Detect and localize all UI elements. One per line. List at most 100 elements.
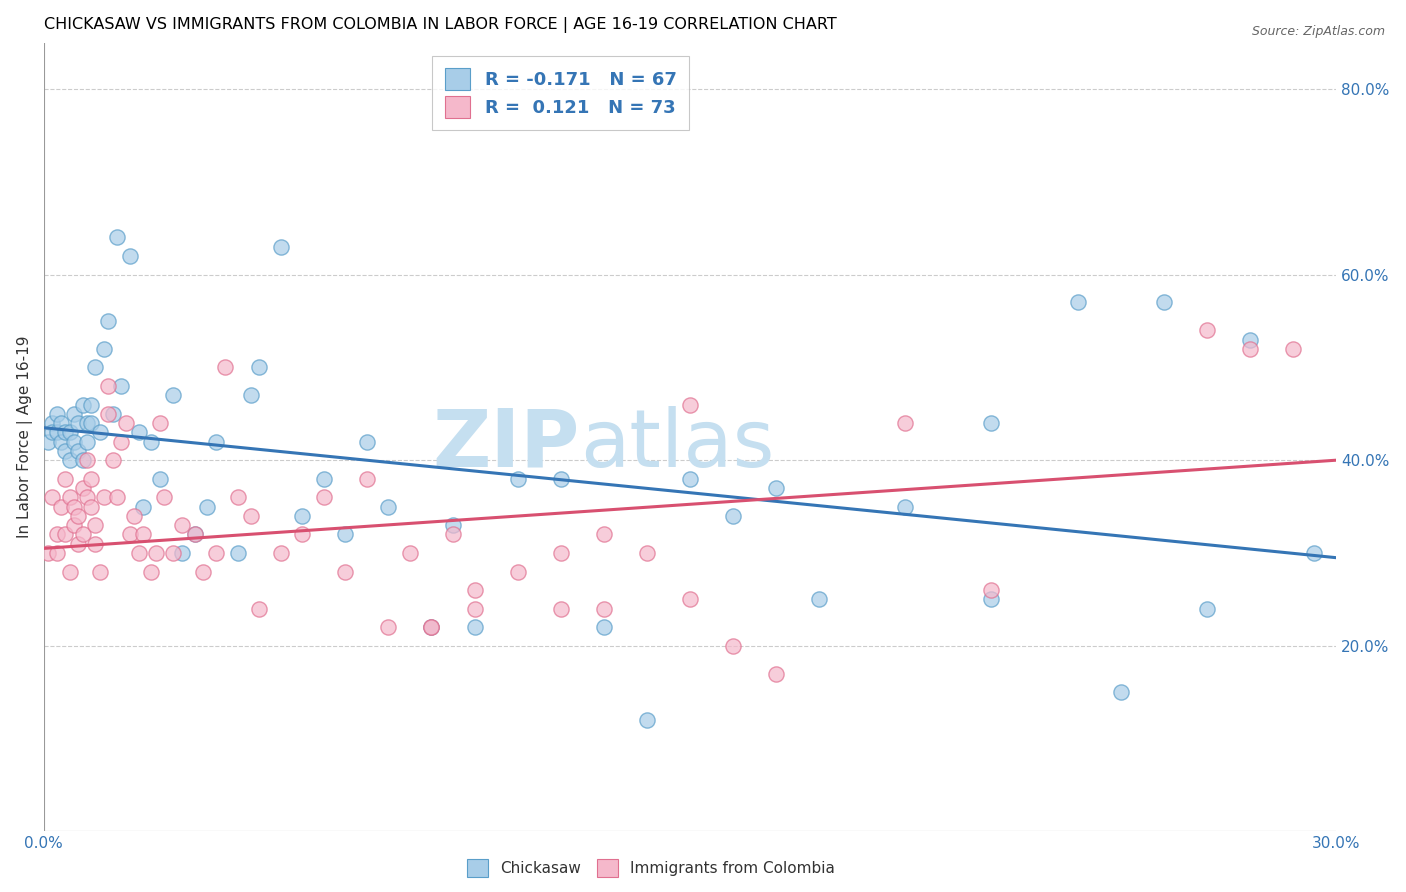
- Point: [72, 481, 94, 495]
- Point: [84, 518, 107, 533]
- Point: [335, 565, 357, 579]
- Point: [89, 425, 111, 440]
- Point: [463, 583, 485, 598]
- Point: [1303, 546, 1326, 560]
- Y-axis label: In Labor Force | Age 16-19: In Labor Force | Age 16-19: [17, 335, 32, 538]
- Point: [110, 379, 132, 393]
- Point: [721, 639, 744, 653]
- Point: [550, 472, 572, 486]
- Point: [636, 713, 658, 727]
- Point: [72, 398, 94, 412]
- Point: [1066, 295, 1088, 310]
- Point: [506, 472, 529, 486]
- Point: [101, 407, 124, 421]
- Point: [980, 592, 1002, 607]
- Point: [97, 314, 120, 328]
- Point: [312, 491, 335, 505]
- Point: [197, 500, 219, 514]
- Point: [67, 537, 90, 551]
- Point: [84, 537, 107, 551]
- Point: [550, 601, 572, 615]
- Point: [239, 508, 262, 523]
- Point: [72, 453, 94, 467]
- Point: [170, 546, 193, 560]
- Point: [679, 592, 702, 607]
- Point: [149, 472, 172, 486]
- Point: [118, 527, 141, 541]
- Text: ZIP: ZIP: [433, 406, 581, 483]
- Point: [162, 546, 184, 560]
- Point: [59, 425, 82, 440]
- Point: [205, 434, 228, 449]
- Point: [420, 620, 443, 634]
- Point: [63, 434, 86, 449]
- Point: [1109, 685, 1132, 699]
- Point: [463, 601, 485, 615]
- Point: [76, 491, 98, 505]
- Point: [132, 527, 155, 541]
- Point: [980, 416, 1002, 430]
- Point: [149, 416, 172, 430]
- Point: [356, 434, 378, 449]
- Point: [226, 546, 249, 560]
- Point: [53, 472, 76, 486]
- Point: [141, 565, 163, 579]
- Point: [41, 425, 63, 440]
- Point: [291, 508, 314, 523]
- Point: [97, 379, 120, 393]
- Point: [312, 472, 335, 486]
- Point: [49, 434, 72, 449]
- Point: [247, 601, 270, 615]
- Text: Source: ZipAtlas.com: Source: ZipAtlas.com: [1251, 25, 1385, 38]
- Point: [45, 546, 67, 560]
- Point: [45, 527, 67, 541]
- Point: [110, 434, 132, 449]
- Point: [420, 620, 443, 634]
- Text: atlas: atlas: [581, 406, 775, 483]
- Point: [721, 508, 744, 523]
- Point: [80, 500, 103, 514]
- Point: [399, 546, 422, 560]
- Point: [592, 527, 614, 541]
- Point: [214, 360, 236, 375]
- Point: [67, 416, 90, 430]
- Point: [80, 472, 103, 486]
- Point: [1195, 601, 1218, 615]
- Point: [170, 518, 193, 533]
- Point: [765, 666, 787, 681]
- Point: [49, 500, 72, 514]
- Point: [441, 518, 464, 533]
- Point: [765, 481, 787, 495]
- Point: [356, 472, 378, 486]
- Point: [270, 546, 292, 560]
- Point: [45, 407, 67, 421]
- Point: [59, 565, 82, 579]
- Point: [980, 583, 1002, 598]
- Point: [37, 546, 59, 560]
- Point: [63, 518, 86, 533]
- Point: [592, 620, 614, 634]
- Point: [41, 416, 63, 430]
- Point: [191, 565, 214, 579]
- Point: [894, 500, 917, 514]
- Point: [1239, 333, 1261, 347]
- Text: CHICKASAW VS IMMIGRANTS FROM COLOMBIA IN LABOR FORCE | AGE 16-19 CORRELATION CHA: CHICKASAW VS IMMIGRANTS FROM COLOMBIA IN…: [44, 17, 837, 33]
- Point: [114, 416, 136, 430]
- Point: [76, 416, 98, 430]
- Point: [72, 527, 94, 541]
- Point: [53, 425, 76, 440]
- Point: [145, 546, 167, 560]
- Point: [76, 453, 98, 467]
- Point: [76, 434, 98, 449]
- Point: [239, 388, 262, 402]
- Point: [89, 565, 111, 579]
- Point: [97, 407, 120, 421]
- Point: [183, 527, 205, 541]
- Point: [1195, 323, 1218, 337]
- Legend: Chickasaw, Immigrants from Colombia: Chickasaw, Immigrants from Colombia: [461, 853, 841, 883]
- Point: [183, 527, 205, 541]
- Point: [93, 342, 115, 356]
- Point: [105, 230, 128, 244]
- Point: [441, 527, 464, 541]
- Point: [105, 491, 128, 505]
